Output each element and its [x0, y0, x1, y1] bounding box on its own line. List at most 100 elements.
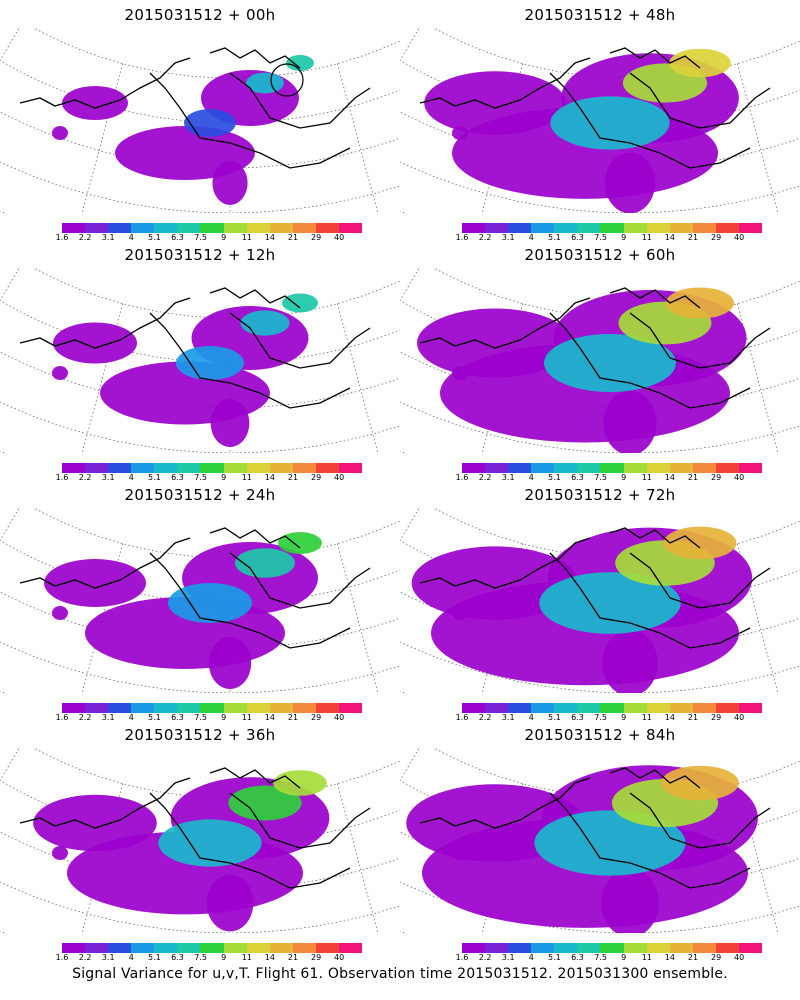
map-panel: 2015031512 + 24h 1.6 2.2 3.1 4 5.1 6.3 7.5 9 11 14… [0, 480, 400, 723]
colorbar-tick-label: 14 [664, 713, 675, 722]
colorbar-tick-label: 6.3 [571, 953, 584, 962]
colorbar [462, 223, 763, 233]
colorbar-tick-label: 14 [264, 953, 275, 962]
colorbar-swatch [269, 463, 293, 473]
colorbar-swatch [462, 703, 486, 713]
panel-title: 2015031512 + 24h [124, 486, 276, 504]
colorbar-swatch [200, 943, 224, 953]
colorbar-tick-label: 29 [711, 713, 722, 722]
variance-field [33, 770, 330, 932]
colorbar-tick-label: 29 [311, 713, 322, 722]
colorbar-tick-label: 9 [621, 473, 627, 482]
colorbar-ticks: 1.6 2.2 3.1 4 5.1 6.3 7.5 9 11 14 21 29 40 [52, 473, 372, 483]
colorbar-ticks: 1.6 2.2 3.1 4 5.1 6.3 7.5 9 11 14 21 29 40 [452, 953, 772, 963]
colorbar-swatch [508, 703, 532, 713]
colorbar-swatch [177, 943, 201, 953]
colorbar-tick-label: 4 [128, 473, 134, 482]
variance-field [424, 48, 739, 213]
colorbar-tick-label: 6.3 [571, 473, 584, 482]
colorbar-swatch [738, 223, 763, 233]
colorbar [462, 463, 763, 473]
colorbar [462, 943, 763, 953]
colorbar-tick-label: 11 [241, 953, 252, 962]
colorbar-swatch [200, 223, 224, 233]
colorbar-tick-label: 21 [287, 473, 299, 482]
colorbar-swatch [554, 223, 578, 233]
colorbar-swatch [292, 703, 316, 713]
colorbar-swatch [692, 943, 716, 953]
colorbar-tick-label: 9 [221, 953, 227, 962]
colorbar-swatch [85, 463, 109, 473]
colorbar-tick-label: 3.1 [101, 953, 115, 962]
polar-map [400, 508, 800, 693]
colorbar-tick-label: 5.1 [148, 713, 161, 722]
colorbar-swatch [246, 703, 270, 713]
panel-title: 2015031512 + 12h [124, 246, 276, 264]
colorbar-swatch [623, 463, 647, 473]
colorbar-tick-label: 5.1 [548, 473, 561, 482]
colorbar-tick-label: 21 [287, 713, 299, 722]
colorbar-tick-label: 5.1 [548, 713, 561, 722]
colorbar-swatch [62, 943, 86, 953]
colorbar-swatch [108, 943, 132, 953]
colorbar-tick-label: 3.1 [101, 713, 115, 722]
colorbar-tick-label: 4 [528, 953, 534, 962]
colorbar-tick-label: 11 [641, 953, 652, 962]
colorbar-tick-label: 1.6 [55, 233, 69, 242]
colorbar-tick-label: 11 [241, 233, 252, 242]
colorbar-tick-label: 21 [287, 953, 299, 962]
colorbar-tick-label: 21 [687, 953, 699, 962]
colorbar-tick-label: 29 [311, 953, 322, 962]
colorbar-swatch [292, 943, 316, 953]
colorbar-swatch [600, 703, 624, 713]
colorbar-tick-label: 6.3 [571, 713, 584, 722]
colorbar-tick-label: 29 [711, 953, 722, 962]
colorbar-tick-label: 40 [334, 953, 345, 962]
colorbar-tick-label: 4 [528, 233, 534, 242]
colorbar-swatch [315, 943, 339, 953]
colorbar [62, 223, 363, 233]
colorbar-tick-label: 6.3 [171, 953, 184, 962]
colorbar-swatch [692, 223, 716, 233]
colorbar [62, 943, 363, 953]
colorbar-ticks: 1.6 2.2 3.1 4 5.1 6.3 7.5 9 11 14 21 29 40 [52, 713, 372, 723]
colorbar-tick-label: 4 [528, 473, 534, 482]
colorbar-ticks: 1.6 2.2 3.1 4 5.1 6.3 7.5 9 11 14 21 29 40 [52, 953, 372, 963]
panel-title: 2015031512 + 00h [124, 6, 276, 24]
colorbar-swatch [62, 223, 86, 233]
panel-title: 2015031512 + 36h [124, 726, 276, 744]
colorbar-tick-label: 14 [264, 713, 275, 722]
colorbar-tick-label: 40 [734, 953, 745, 962]
polar-map [0, 748, 400, 933]
colorbar-tick-label: 7.5 [594, 473, 607, 482]
colorbar-tick-label: 7.5 [194, 473, 207, 482]
colorbar-tick-label: 29 [311, 233, 322, 242]
colorbar-swatch [338, 463, 363, 473]
colorbar-swatch [246, 223, 270, 233]
colorbar-swatch [154, 463, 178, 473]
colorbar [62, 463, 363, 473]
colorbar-swatch [508, 943, 532, 953]
colorbar-tick-label: 1.6 [55, 713, 69, 722]
colorbar-tick-label: 5.1 [548, 233, 561, 242]
colorbar-swatch [315, 223, 339, 233]
colorbar-tick-label: 3.1 [501, 233, 515, 242]
colorbar-swatch [223, 223, 247, 233]
colorbar-tick-label: 14 [264, 473, 275, 482]
polar-map [0, 28, 400, 213]
colorbar-tick-label: 2.2 [478, 713, 492, 722]
colorbar-tick-label: 2.2 [78, 233, 92, 242]
colorbar-tick-label: 21 [687, 473, 699, 482]
colorbar-swatch [131, 943, 155, 953]
colorbar-tick-label: 2.2 [478, 953, 492, 962]
colorbar-tick-label: 5.1 [548, 953, 561, 962]
map-panel: 2015031512 + 12h 1.6 2.2 3.1 4 5.1 6.3 7.5 9 11 14… [0, 240, 400, 483]
polar-map [0, 508, 400, 693]
colorbar-swatch [177, 223, 201, 233]
colorbar-swatch [692, 703, 716, 713]
colorbar-swatch [85, 223, 109, 233]
colorbar-tick-label: 11 [641, 473, 652, 482]
colorbar-tick-label: 29 [711, 233, 722, 242]
colorbar-tick-label: 11 [241, 713, 252, 722]
colorbar-tick-label: 2.2 [478, 473, 492, 482]
